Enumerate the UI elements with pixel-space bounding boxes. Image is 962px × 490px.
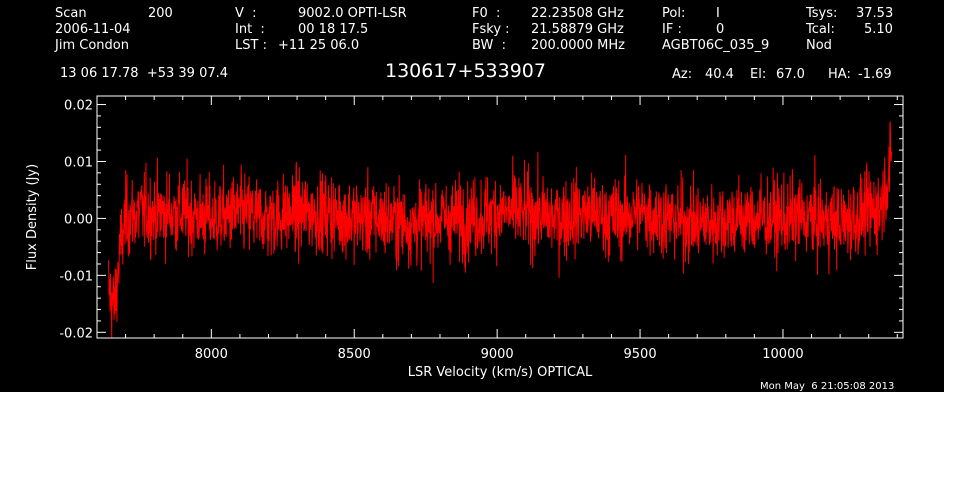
if-label: IF : <box>662 22 682 37</box>
pol-value: I <box>716 6 720 21</box>
axes-layer <box>96 95 904 339</box>
int-label: Int : <box>235 22 265 37</box>
ha-label: HA: <box>828 67 851 82</box>
plot-frame <box>96 95 904 339</box>
el-value: 67.0 <box>776 67 805 82</box>
flux-series-line <box>107 121 893 339</box>
x-axis-label: LSR Velocity (km/s) OPTICAL <box>408 365 593 380</box>
y-tick-label: -0.02 <box>59 326 93 341</box>
az-label: Az: <box>672 67 693 82</box>
lst-value: +11 25 06.0 <box>278 38 360 53</box>
f0-value: 22.23508 GHz <box>531 6 624 21</box>
lst-label: LST : <box>235 38 267 53</box>
observer-name: Jim Condon <box>55 38 129 53</box>
y-tick-label: -0.01 <box>59 269 93 284</box>
pol-label: Pol: <box>662 6 686 21</box>
bw-label: BW : <box>472 38 506 53</box>
fsky-label: Fsky : <box>472 22 510 37</box>
y-tick-label: 0.01 <box>64 155 93 170</box>
fsky-value: 21.58879 GHz <box>531 22 624 37</box>
ticks-layer: 8000 8500 9000 9500 10000 -0.02 -0.01 0.00 0.01 0… <box>59 96 903 362</box>
spectrum-panel: Scan 200 V : 9002.0 OPTI-LSR F0 : 22.235… <box>0 0 944 392</box>
f0-label: F0 : <box>472 6 501 21</box>
az-value: 40.4 <box>705 67 734 82</box>
scan-value: 200 <box>148 6 173 21</box>
scan-label: Scan <box>55 6 87 21</box>
y-axis-label: Flux Density (Jy) <box>25 164 40 270</box>
x-tick-label: 8000 <box>195 347 228 362</box>
observing-mode: Nod <box>806 38 832 53</box>
x-tick-label: 8500 <box>338 347 371 362</box>
y-tick-label: 0.00 <box>64 212 93 227</box>
source-coordinates: 13 06 17.78 +53 39 07.4 <box>60 66 229 81</box>
tcal-label: Tcal: <box>806 22 835 37</box>
timestamp: Mon May 6 21:05:08 2013 <box>760 381 895 392</box>
source-title: 130617+533907 <box>385 60 546 82</box>
tsys-value: 37.53 <box>856 6 894 21</box>
el-label: El: <box>750 67 767 82</box>
int-value: 00 18 17.5 <box>298 22 369 37</box>
spectrum-plot: 8000 8500 9000 9500 10000 -0.02 -0.01 0.00 0.01 0… <box>25 95 904 380</box>
tcal-value: 5.10 <box>864 22 893 37</box>
bw-value: 200.0000 MHz <box>531 38 625 53</box>
tsys-label: Tsys: <box>806 6 838 21</box>
x-tick-label: 9000 <box>481 347 514 362</box>
x-tick-label: 10000 <box>762 347 803 362</box>
y-tick-label: 0.02 <box>64 99 93 114</box>
project-id: AGBT06C_035_9 <box>662 38 770 53</box>
if-value: 0 <box>716 22 725 37</box>
velocity-value: 9002.0 OPTI-LSR <box>298 6 407 21</box>
x-tick-label: 9500 <box>624 347 657 362</box>
ha-value: -1.69 <box>858 67 892 82</box>
series-layer <box>107 121 893 339</box>
velocity-label: V : <box>235 6 257 21</box>
observation-date: 2006-11-04 <box>55 22 131 37</box>
